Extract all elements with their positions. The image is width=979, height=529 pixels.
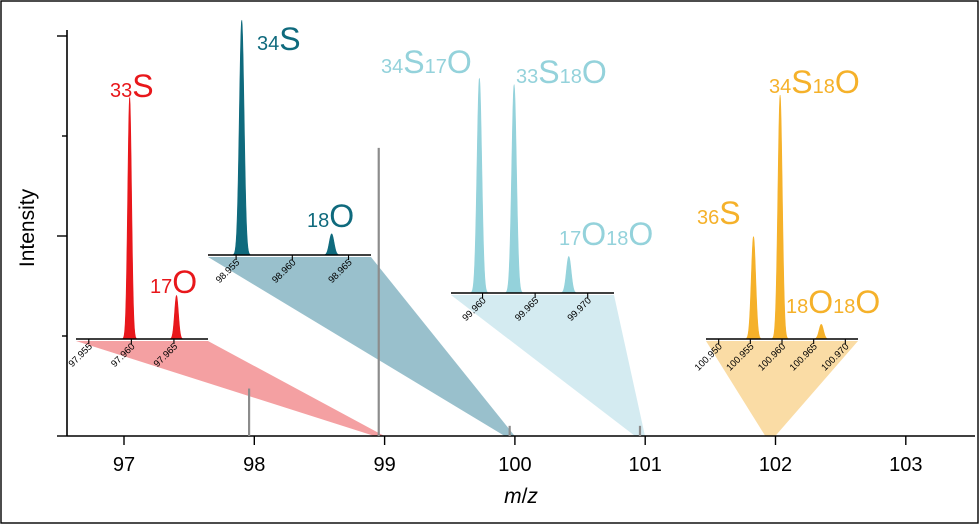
peak-label-17O18O: 17O18O [559, 216, 653, 252]
peak-label-17O18O-mass1: 17 [559, 228, 581, 250]
peak-label-34S18O: 34S18O [769, 64, 860, 100]
peak-label-36S: 36S [697, 195, 741, 231]
peak-label-18O18O-mass1: 18 [786, 296, 808, 318]
peak-label-33S18O: 33S18O [516, 54, 607, 90]
label-group-m101: 36S 34S18O 18O18O [697, 64, 880, 320]
x-tick-label: 101 [629, 454, 662, 476]
peak-label-17O18O-el2: O [628, 216, 653, 252]
peak-label-36S-element: S [719, 195, 740, 231]
peak-label-34S17O-mass1: 34 [381, 56, 403, 78]
peak-label-34S17O-mass2: 17 [425, 56, 447, 78]
peak-label-17O18O-mass2: 18 [606, 228, 628, 250]
peak-label-18O-element: O [329, 198, 354, 234]
x-axis-label-z: z [526, 485, 538, 508]
peak-label-17O-mass: 17 [150, 276, 172, 298]
peak-label-34S: 34S [257, 21, 301, 57]
x-tick-label: 97 [113, 454, 135, 476]
peak-label-18O18O-mass2: 18 [833, 296, 855, 318]
x-tick-label: 98 [243, 454, 265, 476]
peak-label-17O: 17O [150, 264, 197, 300]
peak-label-17O18O-el1: O [581, 216, 606, 252]
peak-label-33S18O-mass2: 18 [560, 66, 582, 88]
peak-label-34S17O-el2: O [447, 44, 472, 80]
peak-label-33S: 33S [110, 68, 154, 104]
peak-label-18O18O: 18O18O [786, 284, 880, 320]
peak-label-34S17O: 34S17O [381, 44, 472, 80]
peak-label-34S18O-mass2: 18 [813, 76, 835, 98]
y-axis-label: Intensity [16, 188, 39, 267]
peak-label-33S18O-el1: S [538, 54, 559, 90]
peak-label-34S18O-mass1: 34 [769, 76, 791, 98]
peak-label-34S-mass: 34 [257, 33, 279, 55]
x-axis-label-m: m [504, 485, 522, 508]
zoom-wedge-m99 [208, 257, 515, 436]
peak-label-18O-mass: 18 [307, 210, 329, 232]
peak-label-33S18O-mass1: 33 [516, 66, 538, 88]
x-tick-label: 100 [498, 454, 531, 476]
peak-label-33S-element: S [132, 68, 153, 104]
peak-label-36S-mass: 36 [697, 207, 719, 229]
x-axis-label: m/z [504, 485, 538, 508]
peak-label-33S-mass: 33 [110, 80, 132, 102]
inset-tick-label-m98: 97.955 [67, 341, 95, 369]
peak-label-33S18O-el2: O [582, 54, 607, 90]
peak-label-18O: 18O [307, 198, 354, 234]
peak-label-34S18O-el1: S [791, 64, 812, 100]
peak-label-18O18O-el2: O [855, 284, 880, 320]
peak-label-18O18O-el1: O [808, 284, 833, 320]
x-tick-label: 102 [759, 454, 792, 476]
label-group-m98: 33S 17O [110, 68, 197, 300]
peak-label-34S17O-el1: S [403, 44, 424, 80]
inset-profile-m98 [76, 98, 208, 339]
inset-profile-m100 [451, 78, 614, 293]
peak-label-34S-element: S [279, 21, 300, 57]
x-tick-label: 103 [889, 454, 922, 476]
label-group-m99: 34S 18O [257, 21, 354, 234]
x-tick-label: 99 [373, 454, 395, 476]
peak-label-17O-element: O [172, 264, 197, 300]
peak-label-34S18O-el2: O [835, 64, 860, 100]
